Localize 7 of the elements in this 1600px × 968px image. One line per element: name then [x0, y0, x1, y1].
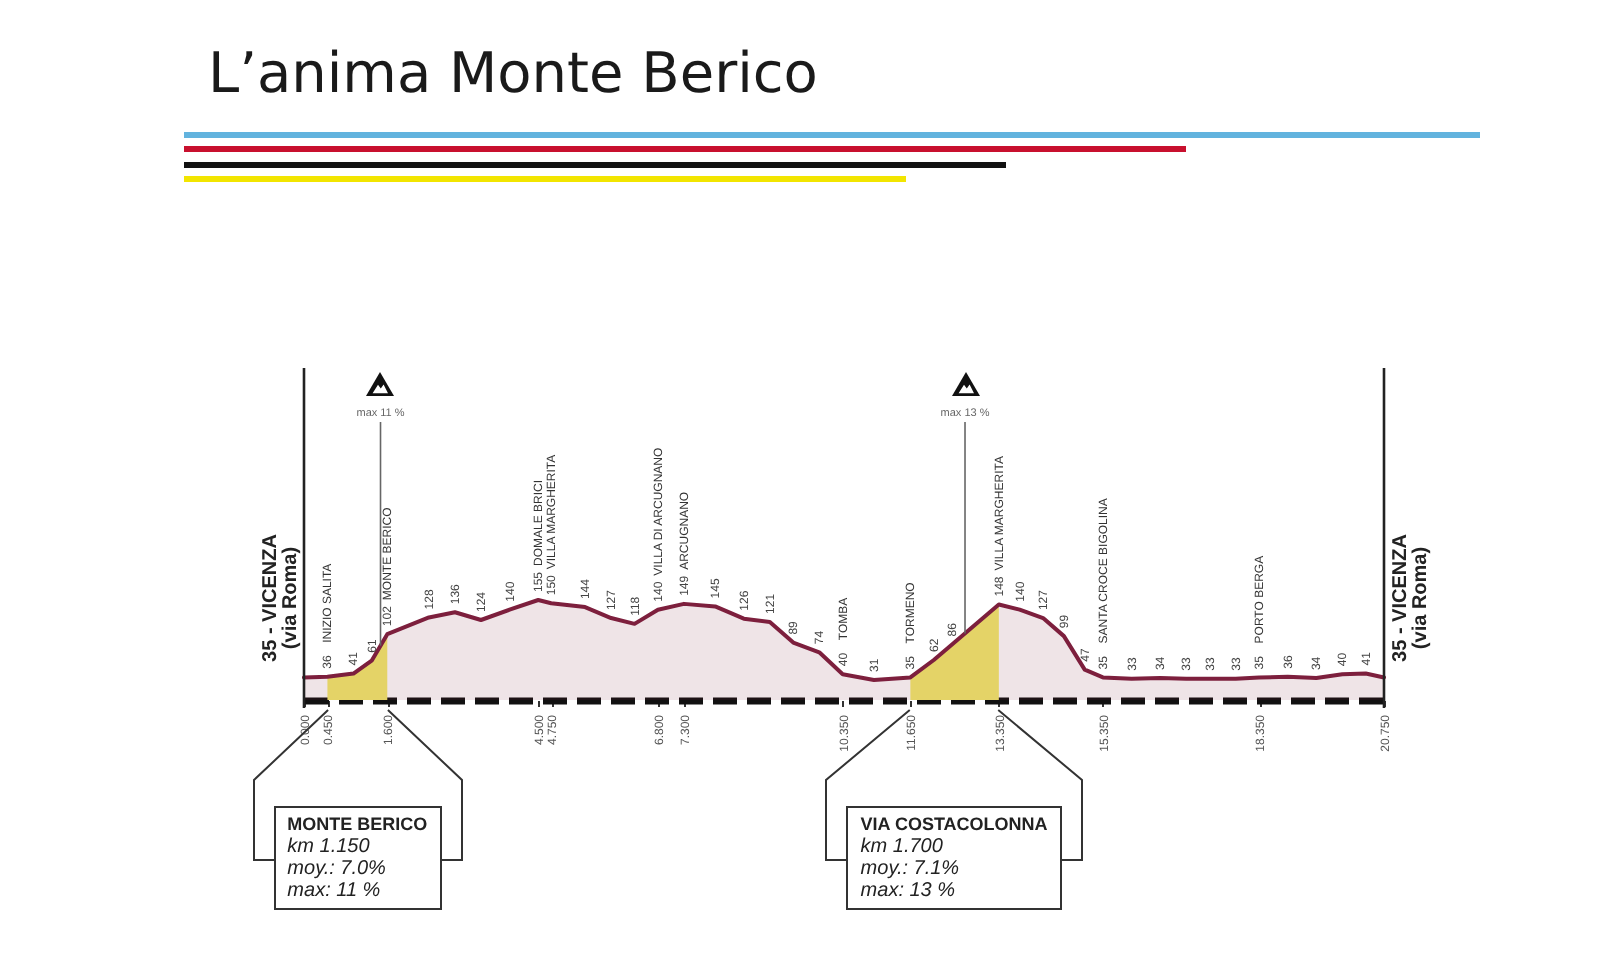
callout-box: MONTE BERICO km 1.150 moy.: 7.0% max: 11 % [273, 806, 442, 910]
ref-line-label: 35 - VICENZA (via Roma) [260, 534, 302, 662]
band-label: MONTE BERICO km 1.150 moy.: 7.0% max: 11 % [287, 814, 428, 902]
band-label: VIA COSTACOLONNA km 1.700 moy.: 7.1% max: 13 % [860, 814, 1048, 902]
chart-title: L’anima Monte Berico [208, 40, 818, 106]
ref-line-label: 35 - VICENZA (via Roma) [1390, 534, 1432, 662]
callout-box: VIA COSTACOLONNA km 1.700 moy.: 7.1% max: 13 % [846, 806, 1062, 910]
